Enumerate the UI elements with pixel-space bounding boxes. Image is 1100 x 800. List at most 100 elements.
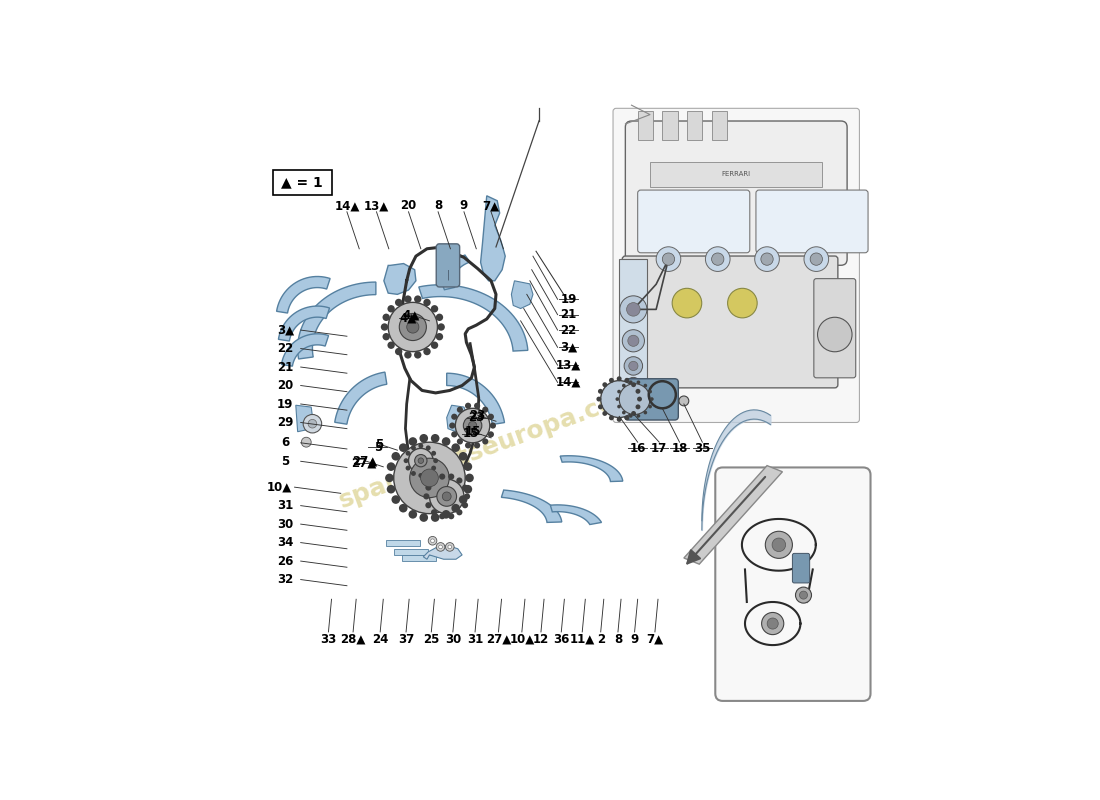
Text: 6: 6 [282, 436, 289, 450]
Circle shape [437, 486, 456, 506]
Polygon shape [502, 490, 562, 522]
Text: 35: 35 [694, 442, 711, 455]
Circle shape [385, 474, 394, 482]
Circle shape [414, 351, 421, 358]
Circle shape [406, 466, 410, 470]
Polygon shape [419, 285, 528, 351]
Polygon shape [334, 372, 387, 424]
Polygon shape [424, 546, 462, 559]
Text: 5: 5 [375, 438, 383, 450]
Circle shape [404, 351, 411, 358]
Circle shape [636, 389, 640, 394]
Circle shape [387, 485, 395, 494]
Text: 17: 17 [651, 442, 668, 455]
Circle shape [408, 510, 417, 518]
Text: 3▲: 3▲ [560, 341, 578, 354]
Circle shape [616, 398, 619, 401]
Circle shape [431, 451, 436, 456]
FancyBboxPatch shape [814, 278, 856, 378]
Circle shape [439, 474, 446, 480]
Text: 32: 32 [277, 573, 294, 586]
Text: 16: 16 [629, 442, 646, 455]
Circle shape [395, 298, 403, 306]
Circle shape [474, 442, 481, 449]
Circle shape [465, 402, 471, 409]
Circle shape [449, 422, 455, 429]
Polygon shape [296, 406, 312, 432]
Circle shape [446, 542, 454, 551]
Circle shape [598, 404, 603, 410]
Circle shape [436, 333, 443, 340]
Circle shape [387, 462, 395, 471]
Circle shape [419, 514, 428, 522]
Text: 24: 24 [372, 633, 388, 646]
Circle shape [451, 414, 458, 420]
Circle shape [761, 253, 773, 266]
Circle shape [418, 473, 424, 478]
Circle shape [456, 438, 463, 445]
Text: 21: 21 [561, 308, 576, 321]
Text: 27▲: 27▲ [486, 633, 512, 646]
Circle shape [448, 545, 452, 549]
Circle shape [619, 384, 650, 414]
Polygon shape [447, 406, 469, 432]
Circle shape [623, 330, 645, 352]
Text: 13▲: 13▲ [557, 358, 581, 372]
Circle shape [451, 431, 458, 438]
Circle shape [712, 253, 724, 266]
Circle shape [408, 448, 433, 473]
Circle shape [601, 381, 638, 418]
Circle shape [383, 314, 389, 321]
Text: FERRARI: FERRARI [722, 171, 751, 178]
Circle shape [431, 466, 436, 470]
Circle shape [415, 454, 427, 467]
Circle shape [442, 510, 450, 518]
Polygon shape [442, 255, 470, 290]
Polygon shape [560, 456, 623, 482]
Circle shape [464, 494, 470, 499]
Circle shape [619, 296, 647, 323]
Circle shape [431, 434, 440, 442]
Circle shape [431, 539, 434, 542]
Circle shape [662, 253, 674, 266]
Circle shape [448, 474, 454, 480]
Circle shape [628, 335, 639, 346]
Circle shape [301, 438, 311, 447]
Text: 23: 23 [469, 411, 484, 424]
Circle shape [795, 587, 812, 603]
Circle shape [431, 510, 437, 515]
Circle shape [404, 458, 408, 463]
Circle shape [428, 537, 437, 545]
Bar [712, 111, 727, 140]
Circle shape [426, 485, 431, 490]
Circle shape [625, 415, 629, 420]
Bar [619, 259, 647, 391]
Circle shape [455, 408, 490, 443]
Polygon shape [447, 373, 505, 425]
Circle shape [817, 318, 852, 352]
Text: 7▲: 7▲ [483, 199, 499, 212]
Circle shape [411, 471, 416, 476]
Bar [638, 111, 653, 140]
Text: 4▲: 4▲ [403, 308, 419, 321]
Circle shape [705, 246, 730, 271]
Text: 8: 8 [614, 633, 623, 646]
Circle shape [462, 485, 469, 490]
Text: 29: 29 [277, 416, 294, 429]
Circle shape [617, 417, 621, 422]
Text: 30: 30 [277, 518, 294, 530]
Circle shape [429, 479, 464, 514]
Circle shape [644, 410, 647, 414]
Circle shape [388, 302, 438, 352]
Circle shape [629, 381, 637, 389]
FancyBboxPatch shape [625, 121, 847, 266]
Circle shape [761, 613, 784, 634]
Text: 31: 31 [466, 633, 483, 646]
Text: 12: 12 [532, 633, 549, 646]
Polygon shape [512, 281, 532, 309]
Text: 33: 33 [320, 633, 337, 646]
Circle shape [381, 323, 388, 330]
Circle shape [772, 538, 785, 551]
Text: 10▲: 10▲ [266, 481, 292, 494]
Circle shape [626, 378, 640, 392]
